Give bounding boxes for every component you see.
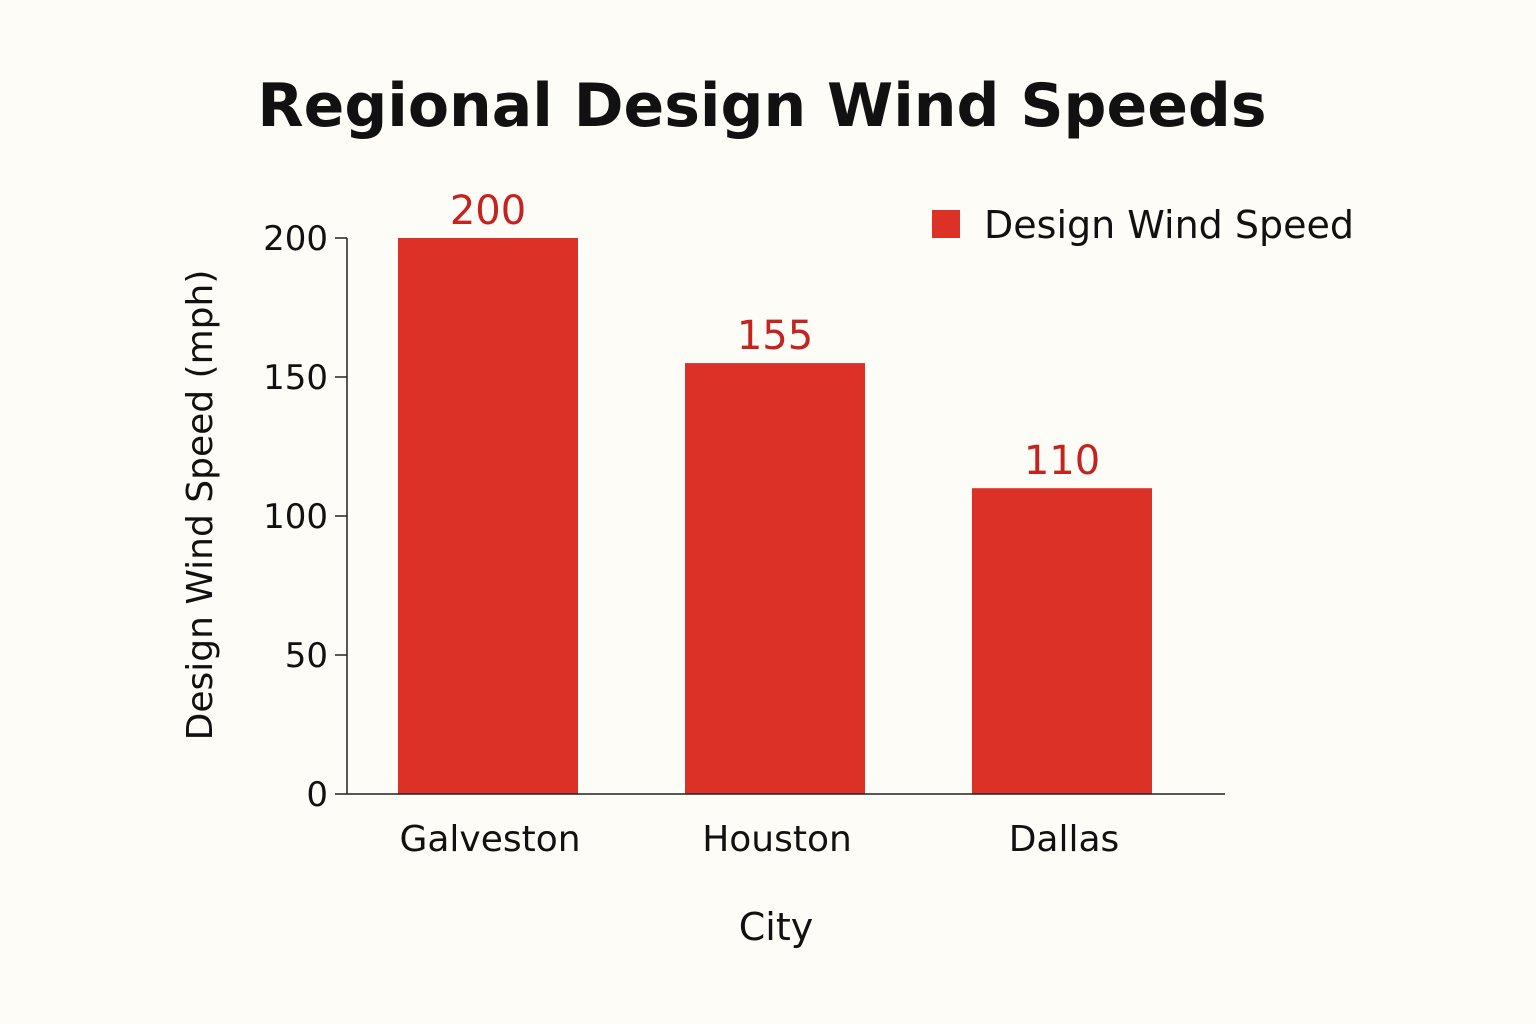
- x-tick-label: Dallas: [1009, 819, 1120, 860]
- x-tick-label: Houston: [702, 819, 852, 860]
- y-tick-label: 50: [285, 636, 328, 676]
- x-tick-label: Galveston: [399, 819, 580, 860]
- data-label: 110: [1024, 438, 1100, 484]
- bar-galveston: [398, 238, 578, 794]
- y-tick-label: 100: [263, 497, 328, 537]
- bar-houston: [685, 363, 865, 794]
- bar-dallas: [972, 488, 1152, 794]
- x-axis-label: City: [739, 905, 813, 949]
- legend: Design Wind Speed: [932, 203, 1354, 247]
- y-axis-label: Design Wind Speed (mph): [180, 270, 221, 741]
- legend-swatch: [932, 210, 960, 238]
- chart-title: Regional Design Wind Speeds: [257, 71, 1266, 141]
- data-label: 200: [450, 188, 526, 234]
- data-label: 155: [737, 313, 813, 359]
- y-tick-label: 0: [306, 775, 328, 815]
- legend-label: Design Wind Speed: [984, 203, 1354, 247]
- y-tick-label: 200: [263, 219, 328, 259]
- y-tick-label: 150: [263, 358, 328, 398]
